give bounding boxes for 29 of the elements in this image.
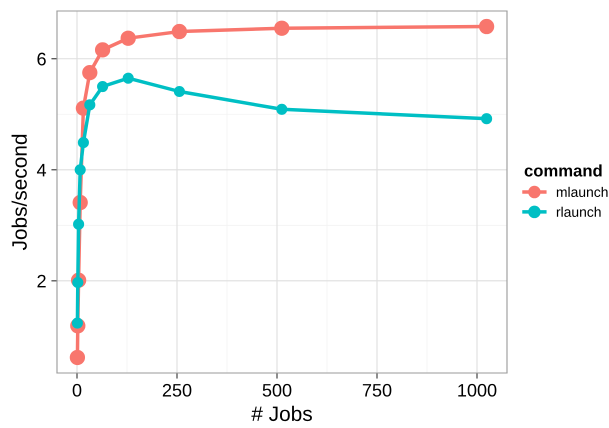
y-tick-label: 4: [36, 164, 46, 176]
point: [94, 42, 110, 58]
x-tick-label: 750: [362, 384, 392, 397]
y-axis-title: Jobs/second: [12, 134, 27, 250]
x-axis-title: # Jobs: [251, 406, 312, 422]
legend-label: rlaunch: [556, 206, 601, 217]
point: [74, 164, 86, 176]
point: [174, 86, 185, 98]
point: [481, 113, 492, 124]
point: [120, 30, 136, 46]
y-tick-label: 2: [37, 274, 46, 288]
point: [78, 137, 89, 148]
point: [172, 24, 188, 40]
point: [84, 99, 96, 110]
y-tick-label: 6: [37, 52, 46, 66]
x-tick-label: 1000: [458, 384, 496, 397]
legend-label: mlaunch: [556, 186, 608, 198]
x-tick-label: 0: [72, 384, 82, 397]
point: [97, 80, 108, 92]
point: [276, 104, 288, 115]
point: [274, 20, 290, 36]
x-tick-label: 500: [262, 384, 292, 397]
point: [82, 64, 98, 80]
point: [122, 72, 134, 84]
point: [478, 18, 494, 34]
point: [70, 350, 86, 366]
point: [73, 218, 84, 230]
x-tick-label: 250: [162, 384, 192, 397]
legend-title: command: [524, 164, 602, 177]
